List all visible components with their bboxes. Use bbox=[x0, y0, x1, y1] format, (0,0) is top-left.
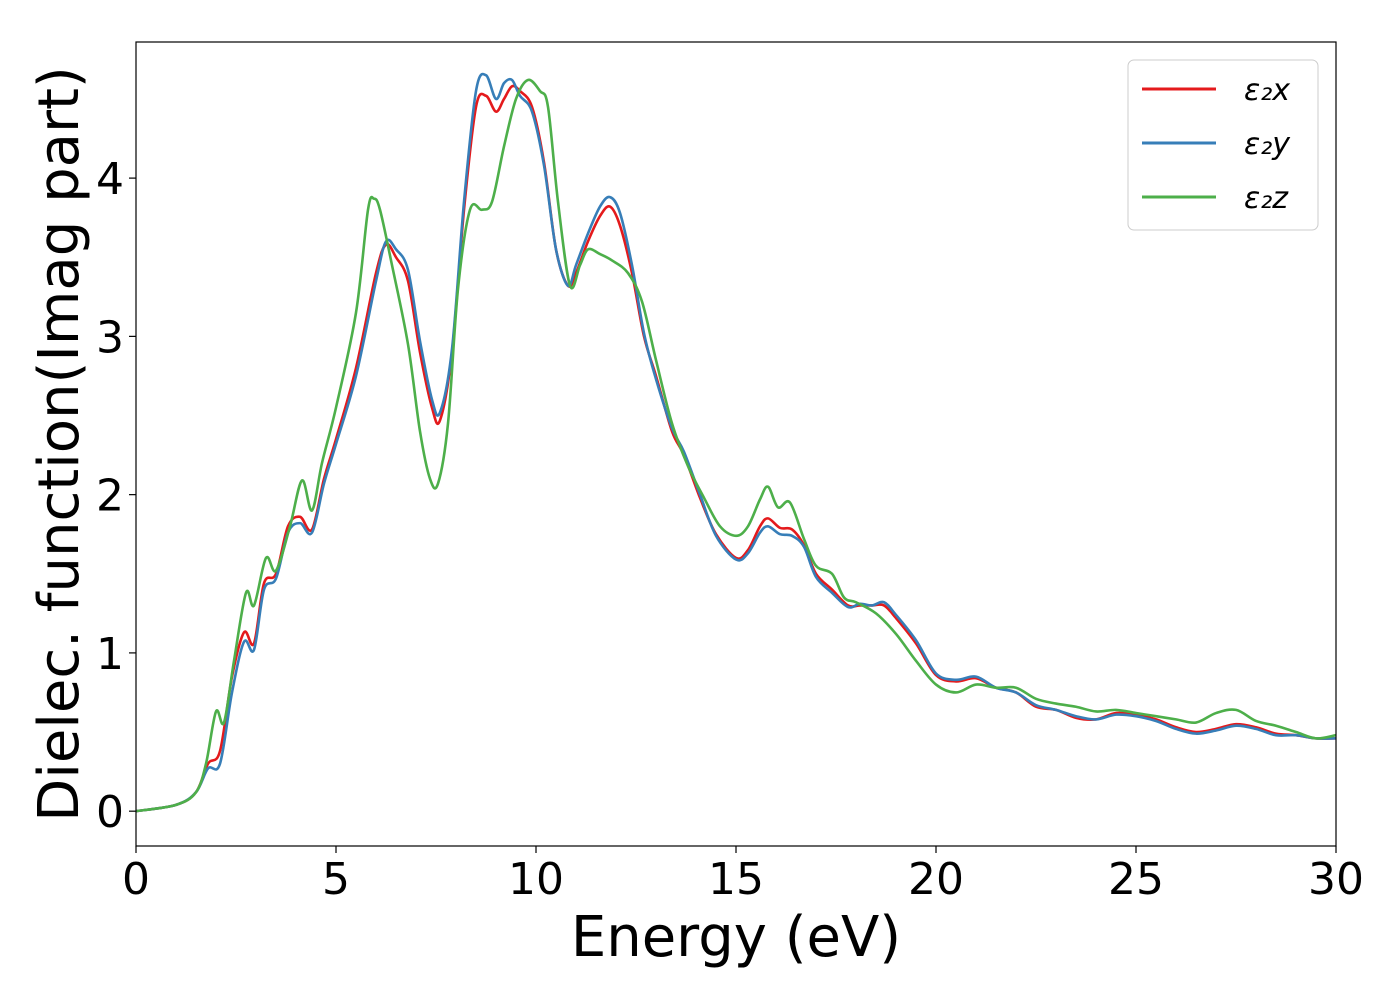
y-tick-label-3: 3 bbox=[96, 312, 124, 363]
x-tick-label-0: 0 bbox=[122, 854, 150, 905]
plot-frame bbox=[135, 41, 1337, 847]
legend-label-1: ε₂y bbox=[1244, 127, 1291, 162]
x-tick-label-6: 30 bbox=[1308, 854, 1364, 905]
y-tick-label-1: 1 bbox=[96, 629, 124, 680]
y-tick-label-4: 4 bbox=[96, 154, 124, 205]
legend-label-0: ε₂x bbox=[1244, 73, 1290, 108]
x-tick-label-2: 10 bbox=[508, 854, 564, 905]
series-line-e2z bbox=[136, 78, 1336, 813]
axes-layer: 0 5 10 15 20 25 30 0 1 2 3 4 bbox=[96, 154, 1364, 905]
legend: ε₂x ε₂y ε₂z bbox=[1127, 59, 1319, 231]
x-tick-label-1: 5 bbox=[322, 854, 350, 905]
x-tick-label-3: 15 bbox=[708, 854, 764, 905]
legend-label-2: ε₂z bbox=[1244, 181, 1289, 216]
x-axis-title: Energy (eV) bbox=[571, 905, 901, 970]
y-tick-label-0: 0 bbox=[96, 787, 124, 838]
x-tick-label-5: 25 bbox=[1108, 854, 1164, 905]
y-axis-title: Dielec. function(Imag part) bbox=[27, 66, 92, 822]
legend-box bbox=[1127, 59, 1319, 231]
series-layer bbox=[136, 72, 1336, 813]
y-tick-label-2: 2 bbox=[96, 471, 124, 522]
x-tick-label-4: 20 bbox=[908, 854, 964, 905]
series-line-e2y bbox=[136, 72, 1336, 813]
